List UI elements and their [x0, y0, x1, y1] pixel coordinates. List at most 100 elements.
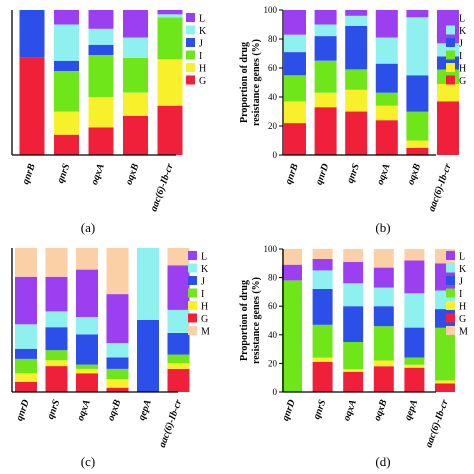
bar-segment [167, 354, 190, 364]
category-label: oqxB [106, 398, 124, 422]
bar-segment [157, 105, 183, 155]
bar-segment [312, 357, 333, 362]
legend-swatch [188, 301, 197, 310]
bar-segment [76, 317, 98, 335]
bar-segment [373, 249, 394, 268]
bar-segment [45, 350, 68, 361]
legend-swatch [446, 13, 455, 22]
bar-segment [375, 105, 398, 121]
legend-swatch [446, 326, 455, 335]
legend-swatch [446, 263, 455, 273]
legend-label: K [199, 26, 207, 37]
legend-label: H [199, 64, 206, 75]
bar-segment [345, 89, 368, 112]
legend-swatch [186, 50, 195, 60]
bar-segment [157, 17, 183, 60]
bar-segment [345, 111, 368, 155]
category-label: oqxB [372, 398, 390, 422]
bar-segment [88, 127, 114, 155]
legend-swatch [188, 326, 197, 335]
bar-segment [88, 28, 114, 45]
bar-segment [282, 264, 302, 281]
bar-segment [345, 10, 368, 16]
legend-swatch [446, 38, 455, 47]
bar-segment [282, 280, 302, 392]
category-label: aac(6)-Ib-cr [426, 162, 453, 213]
legend-label: G [201, 314, 208, 325]
bar-segment [45, 311, 68, 328]
bar-segment [312, 270, 333, 289]
bar-segment [123, 115, 148, 155]
legend-label: K [201, 264, 209, 275]
bar-segment [54, 111, 79, 135]
y-tick-label: 20 [268, 358, 278, 368]
bar-segment [406, 17, 429, 76]
y-axis-title: resistance genes (%) [251, 39, 262, 126]
bar-segment [343, 369, 364, 372]
bar-segment [314, 107, 337, 155]
bar-segment [404, 293, 425, 328]
bar-segment [373, 287, 394, 307]
bar-segment [123, 37, 148, 58]
bar-segment [15, 348, 37, 359]
bar-segment [106, 343, 129, 358]
bar-segment [15, 248, 37, 277]
bar-segment [404, 249, 425, 261]
bar-segment [54, 70, 79, 112]
y-tick-label: 80 [268, 273, 278, 283]
legend-swatch [446, 75, 455, 85]
legend-swatch [188, 276, 197, 285]
bar-segment [406, 147, 429, 156]
legend-label: L [199, 14, 205, 25]
category-label: aac(6)-Ib-cr [423, 398, 450, 449]
legend-swatch [446, 251, 455, 260]
category-label: oqxA [89, 162, 107, 186]
bar-segment [284, 123, 306, 155]
bar-segment [406, 140, 429, 148]
legend-label: M [459, 327, 468, 338]
legend-label: M [201, 327, 210, 338]
legend-swatch [186, 63, 195, 72]
bar-segment [106, 294, 129, 344]
legend-label: H [459, 64, 466, 75]
legend-swatch [446, 63, 455, 72]
legend-swatch [446, 301, 455, 310]
bar-segment [404, 364, 425, 368]
legend-label: J [459, 39, 463, 50]
legend-swatch [188, 251, 197, 260]
legend-label: L [459, 252, 465, 263]
bar-segment [167, 309, 190, 333]
bar-segment [76, 334, 98, 365]
bar-segment [375, 10, 398, 38]
y-tick-label: 100 [264, 244, 278, 254]
bar-segment [157, 10, 183, 15]
bar-segment [437, 84, 459, 102]
bar-segment [76, 364, 98, 369]
bar-segment [157, 14, 183, 18]
bar-segment [45, 327, 68, 351]
y-tick-label: 0 [273, 150, 278, 160]
bar-segment [373, 360, 394, 367]
category-label: oqxA [75, 398, 93, 422]
legend-label: J [459, 277, 463, 288]
bar-segment [343, 261, 364, 284]
bar-segment [19, 10, 45, 58]
category-label: qnrD [314, 162, 332, 186]
legend-label: H [459, 302, 466, 313]
legend-label: J [199, 39, 203, 50]
bar-segment [435, 383, 455, 392]
bar-segment [404, 357, 425, 365]
panel-label-d: (d) [375, 454, 390, 469]
bar-segment [76, 248, 98, 270]
legend-label: K [459, 26, 467, 37]
legend-swatch [446, 50, 455, 60]
bar-segment [76, 369, 98, 374]
bar-segment [15, 324, 37, 349]
panel-label-c: (c) [81, 454, 95, 469]
bar-segment [106, 357, 129, 369]
bar-segment [314, 36, 337, 61]
legend-label: J [201, 277, 205, 288]
category-label: oqxA [341, 398, 359, 422]
category-label: qnrB [20, 162, 38, 186]
